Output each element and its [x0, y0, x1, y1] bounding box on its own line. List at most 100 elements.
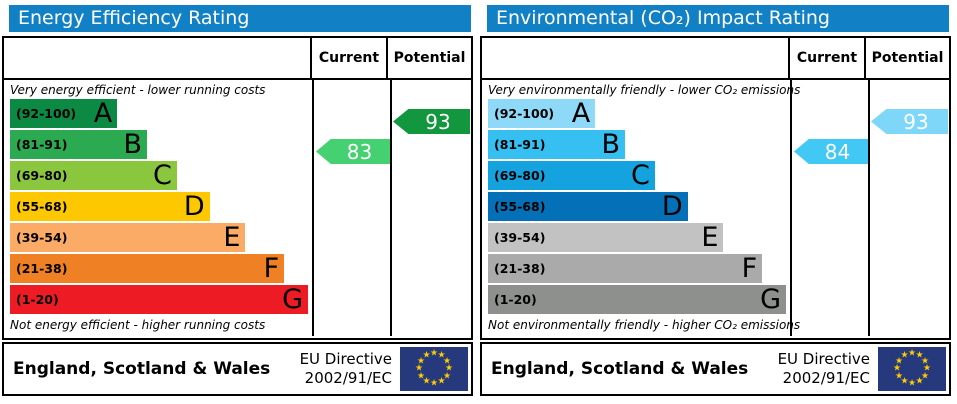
band-range: (92-100): [494, 106, 555, 121]
band-letter: C: [153, 160, 172, 191]
eu-star: ★: [900, 350, 909, 361]
eu-star: ★: [414, 363, 424, 374]
potential-rating-arrow: 93: [871, 109, 948, 134]
table-header-row: Current Potential: [482, 38, 949, 80]
eu-star: ★: [416, 371, 426, 381]
band-row-B: (81-91) B: [488, 130, 786, 161]
current-column-divider: [790, 80, 792, 336]
band-row-D: (55-68) D: [10, 192, 308, 223]
eu-directive-label: EU Directive 2002/91/EC: [300, 350, 392, 388]
eu-star: ★: [442, 356, 452, 366]
chart-body: Very environmentally friendly - lower CO…: [482, 80, 949, 336]
band-range: (55-68): [16, 199, 68, 214]
eu-star: ★: [442, 371, 452, 381]
eu-star: ★: [422, 350, 431, 361]
current-column-header: Current: [312, 38, 388, 78]
band-letter: B: [123, 129, 143, 160]
potential-column-header: Potential: [871, 50, 944, 66]
band-range: (21-38): [16, 261, 68, 276]
band-letter: F: [263, 253, 280, 284]
band-letter: D: [661, 191, 683, 222]
co2-impact-panel: Environmental (CO₂) Impact Rating Curren…: [480, 5, 951, 396]
chart-body: Very energy efficient - lower running co…: [4, 80, 471, 336]
band-letter: G: [282, 284, 303, 315]
eu-star: ★: [429, 378, 439, 389]
bottom-caption: Not environmentally friendly - higher CO…: [488, 318, 801, 332]
band-row-C: (69-80) C: [488, 161, 786, 192]
band-range: (39-54): [494, 230, 546, 245]
energy-ratings-table: Current Potential Very energy efficient …: [2, 36, 473, 340]
band-bar-A: (92-100) A: [10, 98, 118, 129]
band-bar-E: (39-54) E: [488, 223, 724, 252]
band-range: (1-20): [494, 292, 537, 307]
eu-star: ★: [416, 356, 426, 366]
band-letter: B: [601, 129, 621, 160]
eu-star: ★: [894, 371, 904, 381]
band-row-D: (55-68) D: [488, 192, 786, 223]
eu-star: ★: [907, 378, 917, 389]
eu-star: ★: [900, 376, 909, 387]
band-range: (69-80): [494, 168, 546, 183]
band-range: (55-68): [494, 199, 546, 214]
band-bar-A: (92-100) A: [488, 99, 596, 128]
band-row-B: (81-91) B: [10, 130, 308, 161]
band-range: (21-38): [494, 261, 546, 276]
band-letter: A: [93, 98, 113, 129]
eu-star: ★: [429, 348, 439, 359]
eu-star: ★: [915, 376, 924, 387]
band-bar-D: (55-68) D: [488, 192, 688, 221]
eu-star: ★: [907, 348, 917, 359]
eu-star: ★: [920, 356, 930, 366]
band-bar-B: (81-91) B: [488, 129, 626, 160]
eu-star: ★: [915, 350, 924, 361]
band-list: (92-100) A (81-91) B (69-80) C (55-68) D (39-54)…: [10, 99, 308, 316]
band-range: (81-91): [494, 137, 546, 152]
band-letter: F: [741, 253, 758, 284]
band-row-A: (92-100) A: [10, 99, 308, 130]
eu-directive-line2: 2002/91/EC: [304, 369, 392, 387]
band-bar-F: (21-38) F: [10, 253, 285, 284]
footer: England, Scotland & Wales EU Directive 2…: [2, 342, 473, 396]
band-range: (92-100): [16, 106, 77, 121]
potential-rating-arrow: 93: [393, 109, 470, 134]
band-row-G: (1-20) G: [10, 285, 308, 316]
eu-star: ★: [444, 363, 454, 374]
eu-directive-line2: 2002/91/EC: [782, 369, 870, 387]
potential-rating-value: 93: [903, 109, 929, 134]
eu-star: ★: [892, 363, 902, 374]
band-bar-C: (69-80) C: [10, 161, 177, 190]
top-caption: Very energy efficient - lower running co…: [10, 83, 266, 97]
chart-column-header: [482, 38, 790, 78]
band-bar-F: (21-38) F: [488, 253, 763, 284]
eu-directive-line1: EU Directive: [299, 350, 392, 369]
potential-rating-value: 93: [425, 109, 451, 134]
eu-directive-line1: EU Directive: [777, 350, 870, 369]
band-bar-G: (1-20) G: [10, 285, 308, 314]
band-row-G: (1-20) G: [488, 285, 786, 316]
band-letter: E: [223, 222, 241, 253]
band-range: (1-20): [16, 292, 59, 307]
region-label: England, Scotland & Wales: [13, 359, 271, 379]
band-row-A: (92-100) A: [488, 99, 786, 130]
table-header-row: Current Potential: [4, 38, 471, 80]
current-column-divider: [312, 80, 314, 336]
footer: England, Scotland & Wales EU Directive 2…: [480, 342, 951, 396]
current-rating-value: 84: [824, 139, 851, 164]
band-range: (39-54): [16, 230, 68, 245]
band-row-C: (69-80) C: [10, 161, 308, 192]
band-bar-B: (81-91) B: [10, 129, 148, 160]
eu-star: ★: [422, 376, 431, 387]
potential-column-divider: [868, 80, 870, 336]
region-label: England, Scotland & Wales: [491, 359, 749, 379]
potential-column-divider: [390, 80, 392, 336]
band-row-E: (39-54) E: [10, 223, 308, 254]
energy-efficiency-panel: Energy Efficiency Rating Current Potenti…: [2, 5, 473, 396]
band-bar-E: (39-54) E: [10, 222, 246, 253]
band-row-F: (21-38) F: [10, 254, 308, 285]
band-bar-C: (69-80) C: [488, 161, 655, 190]
bottom-caption: Not energy efficient - higher running co…: [10, 318, 266, 332]
current-column-header: Current: [790, 38, 866, 78]
potential-column-header: Potential: [393, 50, 466, 66]
band-letter: C: [631, 160, 650, 191]
